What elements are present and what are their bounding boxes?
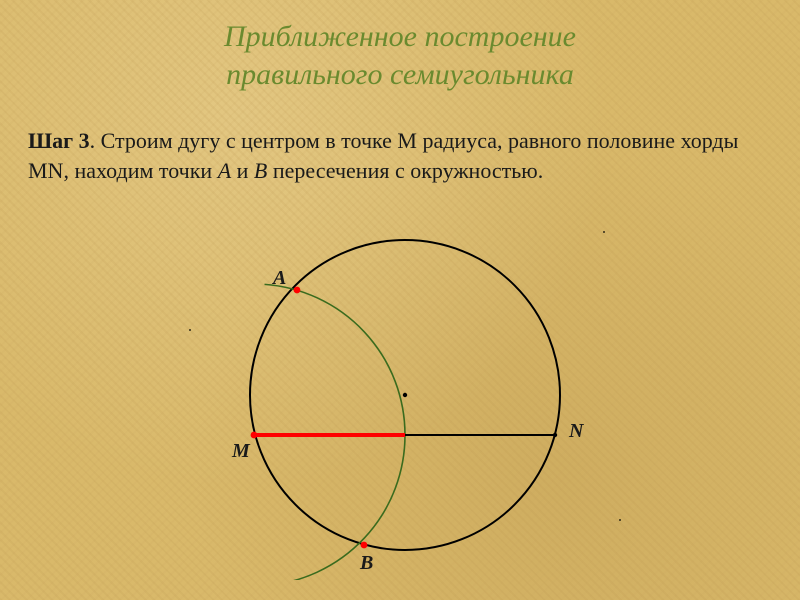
label-b: B	[359, 552, 373, 574]
body-ital-A: А	[218, 158, 231, 183]
arc-from-m	[265, 284, 405, 580]
center-dot	[403, 393, 407, 397]
point-m	[251, 432, 258, 439]
title-line-2: правильного семиугольника	[226, 58, 574, 91]
point-b	[361, 542, 368, 549]
label-n: N	[568, 420, 585, 442]
body-ital-B: В	[254, 158, 267, 183]
step-description: Шаг 3. Строим дугу с центром в точке М р…	[28, 126, 772, 185]
title-line-1: Приближенное построение	[224, 20, 576, 53]
construction-diagram: M N A B	[150, 220, 650, 580]
label-m: M	[231, 440, 251, 462]
slide-title: Приближенное построение правильного семи…	[0, 18, 800, 93]
step-label: Шаг 3	[28, 128, 90, 153]
point-a	[294, 287, 301, 294]
body-span-3: пересечения с окружностью.	[267, 158, 543, 183]
label-a: A	[271, 267, 286, 289]
body-span-2: и	[231, 158, 254, 183]
point-n	[553, 433, 557, 437]
